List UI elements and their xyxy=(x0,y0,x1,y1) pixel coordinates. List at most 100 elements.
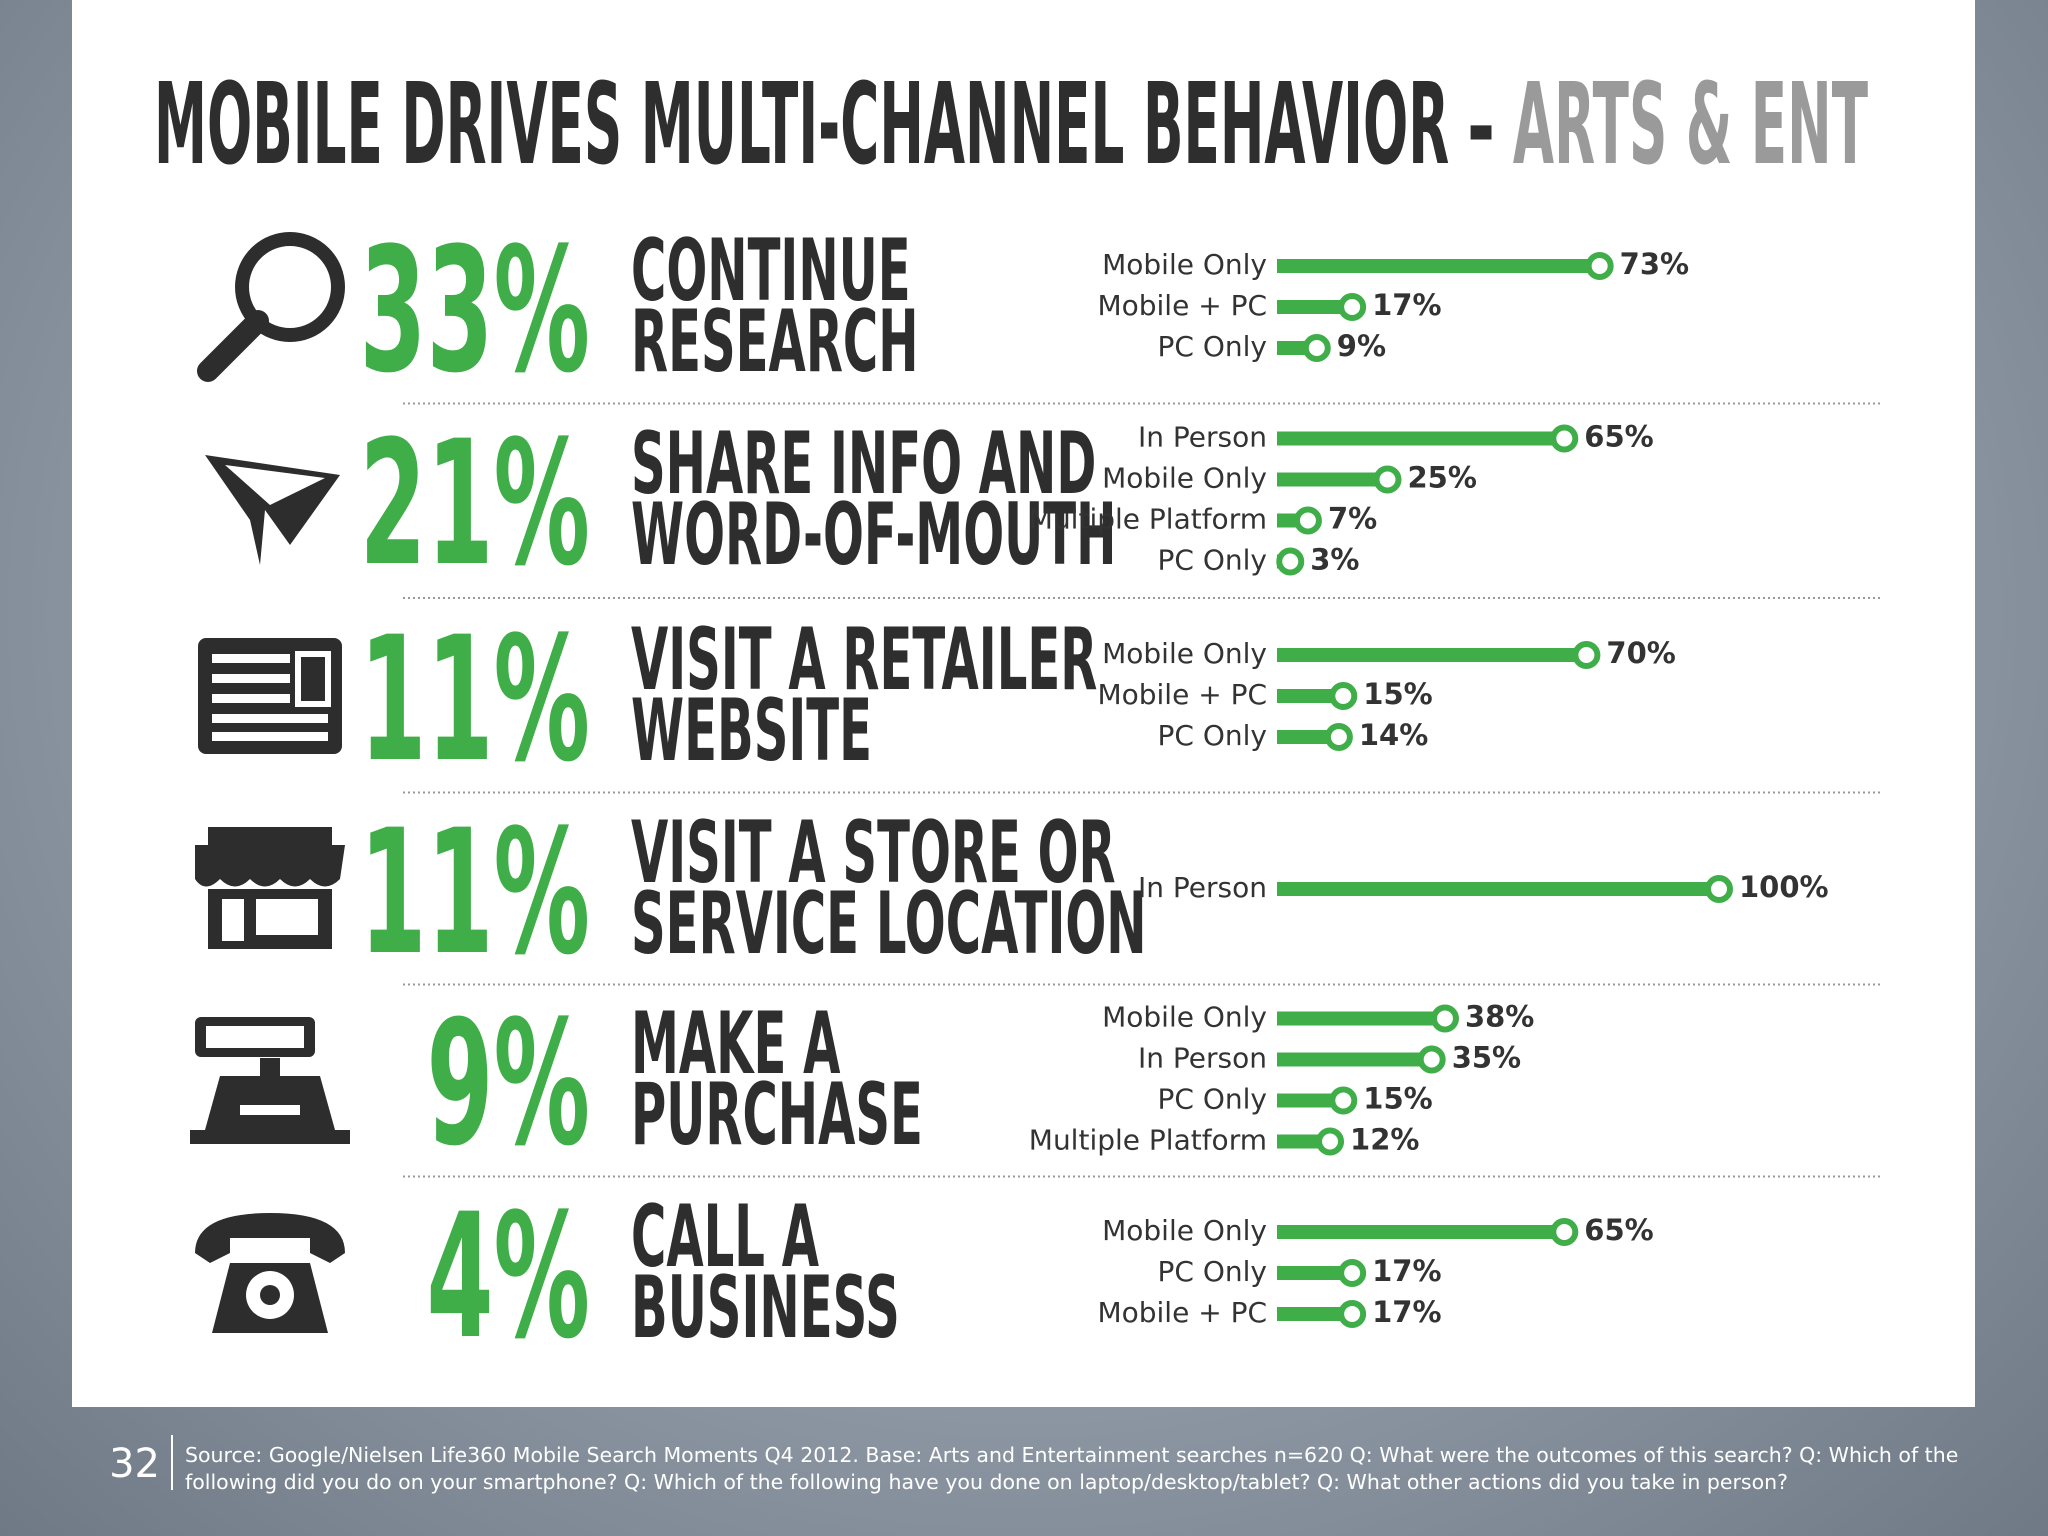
bar-label: PC Only xyxy=(1158,330,1267,363)
bar-value: 17% xyxy=(1372,288,1441,322)
bar xyxy=(1277,689,1344,703)
bar xyxy=(1277,882,1719,896)
bar-value: 38% xyxy=(1465,1000,1534,1034)
bar-value: 100% xyxy=(1739,870,1829,904)
bar-label: In Person xyxy=(1138,1042,1267,1075)
section-percent: 9% xyxy=(426,984,590,1184)
paper-plane-icon xyxy=(205,455,340,565)
bar-label: PC Only xyxy=(1158,1255,1267,1288)
bar-value: 73% xyxy=(1620,247,1689,281)
magnifier-icon xyxy=(197,232,345,382)
bar-end xyxy=(1338,1300,1367,1328)
source-line: following did you do on your smartphone?… xyxy=(185,1470,1788,1494)
bar xyxy=(1277,300,1353,314)
title-accent: ARTS & ENT xyxy=(1513,60,1868,190)
bar-end xyxy=(1550,424,1579,453)
bar-end xyxy=(1417,1045,1446,1074)
bar-value: 70% xyxy=(1606,636,1675,670)
bar-value: 65% xyxy=(1584,420,1653,454)
section-percent: 11% xyxy=(359,600,590,800)
bar-value: 17% xyxy=(1372,1295,1441,1329)
section-label: CALL A xyxy=(631,1187,819,1287)
section-label: SERVICE LOCATION xyxy=(631,874,1147,974)
bar xyxy=(1277,472,1388,487)
bar-label: Mobile Only xyxy=(1102,1001,1267,1034)
bar-value: 14% xyxy=(1359,718,1428,752)
bar-label: In Person xyxy=(1138,421,1267,454)
phone-icon xyxy=(195,1213,345,1333)
bar xyxy=(1277,1307,1353,1321)
bar-label: PC Only xyxy=(1158,544,1267,577)
panel xyxy=(72,0,1975,1407)
bar xyxy=(1277,1011,1445,1026)
bar-value: 3% xyxy=(1310,543,1359,577)
bar-label: Mobile + PC xyxy=(1097,289,1267,322)
bar-label: PC Only xyxy=(1158,719,1267,752)
bar-end xyxy=(1572,641,1601,669)
bar xyxy=(1277,259,1600,273)
bar-label: Mobile Only xyxy=(1102,1214,1267,1247)
bar-value: 15% xyxy=(1363,677,1432,711)
section-label: VISIT A RETAILER xyxy=(631,610,1097,710)
section-percent: 33% xyxy=(359,211,590,411)
section-label: RESEARCH xyxy=(631,292,919,392)
newspaper-icon xyxy=(198,638,342,754)
bar-value: 12% xyxy=(1350,1123,1419,1157)
section-percent: 11% xyxy=(359,793,590,993)
title: MOBILE DRIVES MULTI-CHANNEL BEHAVIOR – A… xyxy=(154,60,1868,190)
bar-end xyxy=(1293,506,1322,535)
bar-label: Mobile + PC xyxy=(1097,678,1267,711)
bar-end xyxy=(1373,465,1402,494)
bar xyxy=(1277,1225,1565,1239)
bar-value: 25% xyxy=(1408,461,1477,495)
bar-end xyxy=(1302,334,1331,362)
bar-end xyxy=(1430,1004,1459,1033)
section-label: PURCHASE xyxy=(631,1065,923,1165)
section-label: SHARE INFO AND xyxy=(631,414,1096,514)
bar-end xyxy=(1276,547,1305,576)
bar-end xyxy=(1585,252,1614,280)
bar-label: In Person xyxy=(1138,871,1267,904)
section-percent: 21% xyxy=(359,404,590,604)
section-label: WORD-OF-MOUTH xyxy=(631,485,1116,585)
bar-end xyxy=(1329,682,1358,710)
bar-value: 7% xyxy=(1328,502,1377,536)
bar-value: 35% xyxy=(1452,1041,1521,1075)
bar-label: PC Only xyxy=(1158,1083,1267,1116)
bar-label: Multiple Platform xyxy=(1029,1124,1267,1157)
bar-value: 65% xyxy=(1584,1213,1653,1247)
page-number: 32 xyxy=(109,1441,160,1487)
store-icon xyxy=(195,827,345,949)
register-icon xyxy=(190,1017,350,1144)
bar-end xyxy=(1324,723,1353,751)
bar-value: 15% xyxy=(1363,1082,1432,1116)
bar-label: Mobile Only xyxy=(1102,248,1267,281)
title-main: MOBILE DRIVES MULTI-CHANNEL BEHAVIOR – xyxy=(154,60,1513,190)
bar-end xyxy=(1705,875,1733,903)
icons xyxy=(190,232,350,1333)
bar xyxy=(1277,1093,1344,1108)
bar-end xyxy=(1550,1218,1579,1246)
bar-value: 17% xyxy=(1372,1254,1441,1288)
bar-label: Mobile + PC xyxy=(1097,1296,1267,1329)
source-line: Source: Google/Nielsen Life360 Mobile Se… xyxy=(185,1443,1958,1467)
section-label: CONTINUE xyxy=(631,221,911,321)
bar xyxy=(1277,1052,1432,1067)
bar-end xyxy=(1329,1086,1358,1115)
section-label: MAKE A xyxy=(631,994,840,1094)
bar-value: 9% xyxy=(1337,329,1386,363)
bar-label: Mobile Only xyxy=(1102,462,1267,495)
bar-end xyxy=(1316,1127,1345,1156)
section-label: VISIT A STORE OR xyxy=(631,803,1116,903)
section-label: BUSINESS xyxy=(631,1258,900,1358)
section-label: WEBSITE xyxy=(631,681,872,781)
bar-label: Multiple Platform xyxy=(1029,503,1267,536)
bar xyxy=(1277,1266,1353,1280)
bar xyxy=(1277,730,1339,744)
bar-end xyxy=(1338,293,1367,321)
bar-label: Mobile Only xyxy=(1102,637,1267,670)
section-percent: 4% xyxy=(426,1177,590,1377)
bar xyxy=(1277,431,1565,446)
